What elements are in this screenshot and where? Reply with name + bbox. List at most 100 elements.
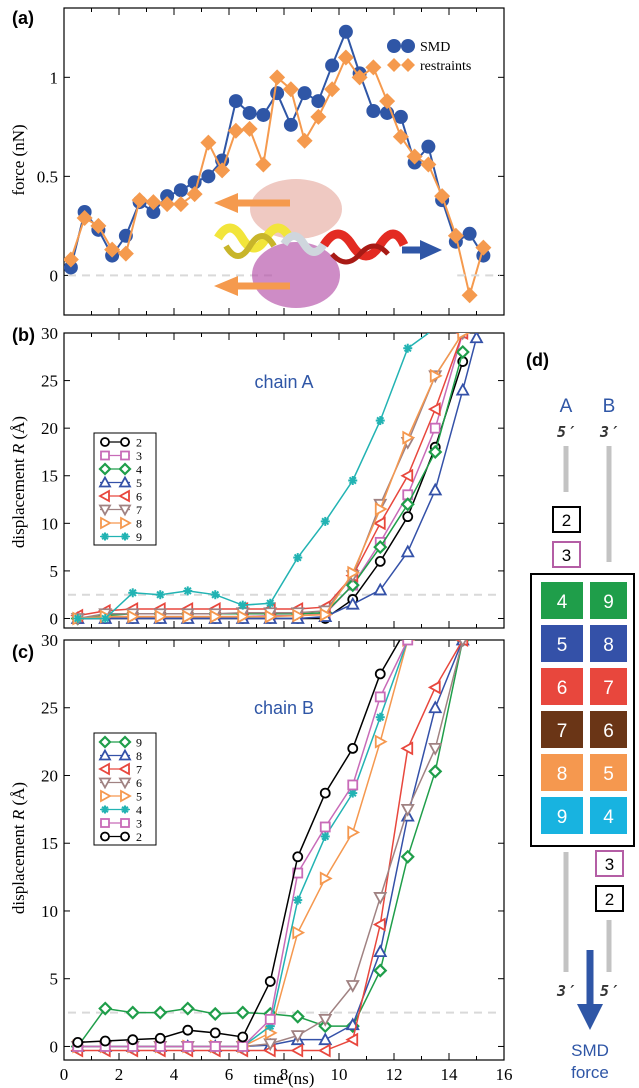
panel-a-label: (a) [12, 8, 34, 28]
point-6 [428, 742, 443, 756]
legend-smd-marker-2 [401, 39, 415, 53]
base-a-9 [541, 797, 583, 834]
smd-force-label-line2: force [571, 1063, 609, 1082]
point-restraints [104, 241, 121, 258]
point-8 [209, 609, 223, 624]
panel-c-x-axis-label: time (ns) [254, 1069, 315, 1088]
point-restraints [186, 186, 203, 203]
point-8 [292, 608, 306, 623]
point-6 [458, 640, 467, 648]
panel-a: (a) force (nN) 00.51 [9, 7, 505, 316]
point-6 [400, 468, 414, 483]
point-SMD [270, 86, 285, 101]
point-SMD [393, 109, 408, 124]
base-a-5 [541, 625, 583, 662]
point-restraints [159, 196, 176, 213]
legend-marker [120, 450, 130, 461]
panel-b: (b) displacement R (Å) chain A 0 5 10 15 20 2… [9, 324, 505, 629]
point-9 [238, 600, 248, 610]
legend-marker [118, 777, 132, 790]
point-restraints [255, 156, 272, 173]
base-a-label: 8 [557, 764, 568, 785]
point-SMD [297, 86, 312, 101]
point-restraints [117, 245, 134, 262]
point-2 [374, 668, 386, 680]
y-tick-label: 1 [50, 68, 59, 87]
point-8 [428, 700, 443, 714]
strand-a-top-end: 5′ [557, 423, 575, 441]
legend-restraints-marker-2 [401, 58, 415, 72]
point-2 [72, 1036, 84, 1048]
point-9 [373, 963, 388, 978]
legend-restraints-marker [387, 58, 401, 72]
legend-label: 9 [136, 736, 142, 750]
legend-label: 3 [136, 817, 142, 831]
point-9 [403, 343, 413, 353]
point-restraints [324, 81, 341, 98]
point-5 [373, 582, 388, 596]
point-6 [372, 516, 386, 531]
point-SMD [242, 105, 257, 120]
point-SMD [256, 107, 271, 122]
point-restraints [90, 217, 107, 234]
point-9 [208, 1006, 223, 1021]
point-5 [347, 825, 361, 840]
legend-entry-6: 6 [98, 776, 142, 790]
legend-marker [98, 475, 112, 488]
legend-box [93, 432, 157, 546]
panel-d-label: (d) [526, 350, 549, 370]
point-restraints [227, 122, 244, 139]
point-3 [292, 867, 304, 879]
base-b-label: 8 [603, 635, 614, 656]
point-restraints [475, 239, 492, 256]
panel-a-ticks: 00.51 [37, 8, 505, 315]
legend-marker [118, 462, 132, 476]
point-7 [372, 917, 386, 932]
legend-marker [120, 818, 130, 828]
svg-text:3: 3 [605, 855, 614, 874]
point-8 [264, 609, 278, 624]
base-b-label: 5 [603, 764, 614, 785]
legend-marker [118, 504, 132, 517]
legend-marker [118, 475, 132, 488]
point-2 [154, 1032, 166, 1044]
point-SMD [338, 24, 353, 39]
series-line-9 [77, 333, 430, 620]
point-2 [237, 1031, 249, 1043]
base-b-4 [590, 797, 627, 834]
point-restraints [214, 162, 231, 179]
y-tick-label: 15 [41, 834, 58, 853]
point-8 [402, 430, 416, 445]
point-3 [429, 422, 441, 434]
point-9 [128, 588, 138, 598]
legend-label: 2 [136, 830, 142, 844]
legend-label: 6 [136, 776, 142, 790]
legend-entry-7: 7 [98, 503, 142, 517]
base-b-label: 7 [603, 678, 614, 699]
panel-d-diagram: (d) A B 5′ 3′ 2 3 4 95 86 77 68 59 4 3 2 3′ 5′ [526, 350, 635, 1082]
legend-label: 4 [136, 803, 142, 817]
y-tick-label: 20 [41, 766, 58, 785]
base-a-label: 9 [557, 807, 568, 828]
legend-label: 7 [136, 503, 142, 517]
point-2 [127, 1034, 139, 1046]
base-b-5 [590, 754, 627, 791]
arrow-right-smd [402, 240, 442, 260]
point-2 [99, 1035, 111, 1047]
legend-marker [118, 762, 130, 776]
legend-entry-8: 8 [100, 516, 142, 531]
panel-c-series [70, 640, 470, 1058]
legend-label: 8 [136, 749, 142, 763]
legend-label: 8 [136, 517, 142, 531]
point-restraints [241, 120, 258, 137]
legend-label: 3 [136, 449, 142, 463]
y-tick-label: 10 [41, 514, 58, 533]
point-7 [290, 1043, 304, 1058]
point-restraints [76, 209, 93, 226]
legend-entry-3: 3 [100, 449, 142, 463]
